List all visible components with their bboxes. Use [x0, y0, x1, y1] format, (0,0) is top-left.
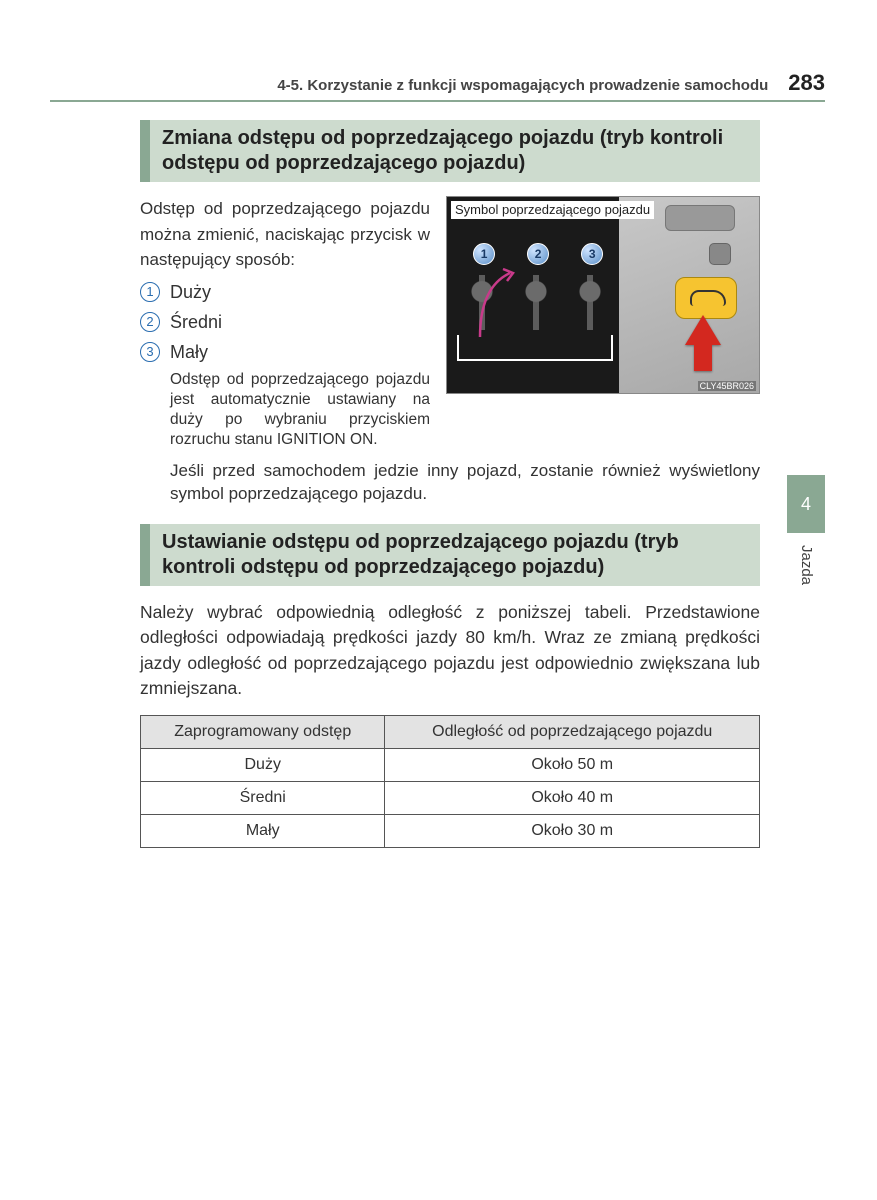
note-paragraph: Odstęp od poprzedzającego pojazdu jest a… [170, 370, 430, 451]
figure-code: CLY45BR026 [698, 381, 756, 391]
number-circle-icon: 2 [140, 312, 160, 332]
press-arrow-icon [685, 315, 721, 345]
section2-paragraph: Należy wybrać odpowiednią odległość z po… [140, 600, 760, 702]
table-cell: Około 30 m [385, 815, 760, 848]
figure-number-icon: 2 [527, 243, 549, 265]
list-item: 1 Duży [140, 279, 430, 306]
instruction-figure: Symbol poprzedzającego pojazdu 1 2 3 [446, 196, 760, 394]
distance-table: Zaprogramowany odstęp Odległość od poprz… [140, 715, 760, 848]
distance-button-icon [675, 277, 737, 319]
number-circle-icon: 3 [140, 342, 160, 362]
panel-button-icon [665, 205, 735, 231]
table-cell: Duży [141, 749, 385, 782]
figure-caption: Symbol poprzedzającego pojazdu [451, 201, 654, 219]
section-title-2: Ustawianie odstępu od poprzedzającego po… [140, 524, 760, 586]
table-cell: Średni [141, 782, 385, 815]
intro-paragraph: Odstęp od poprzedzającego pojazdu można … [140, 196, 430, 273]
chapter-tab-label: Jazda [798, 545, 815, 585]
section-title-1: Zmiana odstępu od poprzedzającego pojazd… [140, 120, 760, 182]
table-row: Duży Około 50 m [141, 749, 760, 782]
figure-number-icon: 3 [581, 243, 603, 265]
table-cell: Około 50 m [385, 749, 760, 782]
list-item: 3 Mały [140, 339, 430, 366]
panel-button-icon [709, 243, 731, 265]
table-cell: Mały [141, 815, 385, 848]
table-header: Odległość od poprzedzającego pojazdu [385, 716, 760, 749]
vehicle-distance-icon [575, 275, 605, 330]
table-header: Zaprogramowany odstęp [141, 716, 385, 749]
page: 4-5. Korzystanie z funkcji wspomagającyc… [50, 70, 825, 848]
chapter-tab-number: 4 [801, 494, 811, 515]
list-item-label: Mały [170, 339, 208, 366]
intro-text-column: Odstęp od poprzedzającego pojazdu można … [140, 196, 430, 450]
figure-control-panel [619, 197, 759, 393]
page-number: 283 [788, 70, 825, 96]
table-row: Średni Około 40 m [141, 782, 760, 815]
numbered-list: 1 Duży 2 Średni 3 Mały [140, 279, 430, 366]
figure-number-row: 1 2 3 [457, 243, 619, 265]
followup-paragraph: Jeśli przed samochodem jedzie inny pojaz… [170, 460, 760, 506]
intro-block: Odstęp od poprzedzającego pojazdu można … [140, 196, 760, 450]
figure-pointer-arrow [475, 267, 520, 342]
list-item-label: Średni [170, 309, 222, 336]
table-cell: Około 40 m [385, 782, 760, 815]
table-row: Mały Około 30 m [141, 815, 760, 848]
chapter-tab: 4 [787, 475, 825, 533]
figure-number-icon: 1 [473, 243, 495, 265]
section-breadcrumb: 4-5. Korzystanie z funkcji wspomagającyc… [277, 77, 768, 94]
list-item: 2 Średni [140, 309, 430, 336]
list-item-label: Duży [170, 279, 211, 306]
page-header: 4-5. Korzystanie z funkcji wspomagającyc… [50, 70, 825, 102]
vehicle-distance-icon [521, 275, 551, 330]
content-area: Zmiana odstępu od poprzedzającego pojazd… [140, 120, 760, 848]
number-circle-icon: 1 [140, 282, 160, 302]
